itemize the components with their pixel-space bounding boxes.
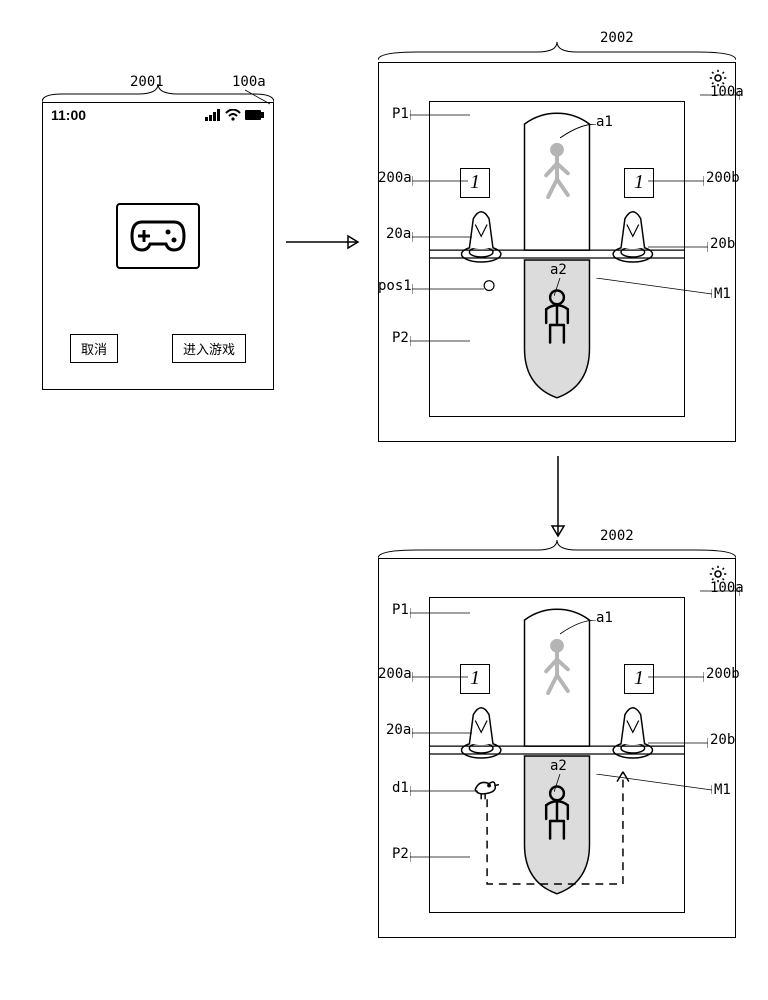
lead-M1-top: [596, 278, 712, 298]
lead-100a-left: [242, 88, 282, 108]
lbl-d1: d1: [392, 780, 409, 796]
signal-icon: [205, 109, 221, 121]
lbl-a2-bot: a2: [550, 758, 567, 774]
wifi-icon: [225, 109, 241, 121]
lead-200a-bot: [412, 672, 468, 682]
lbl-a1-bot: a1: [596, 610, 613, 626]
play-area-bottom: 1 1: [429, 597, 685, 913]
lbl-20a-bot: 20a: [386, 722, 411, 738]
lead-a2-top: [554, 278, 568, 296]
battery-icon: [245, 109, 265, 121]
brace-2002-bot: [378, 540, 736, 558]
lbl-P2-bot: P2: [392, 846, 409, 862]
lead-a2-bot: [554, 774, 568, 792]
lead-P2-top: [410, 336, 470, 346]
enter-game-button[interactable]: 进入游戏: [172, 334, 246, 363]
lbl-pos1: pos1: [378, 278, 412, 294]
lead-20a-top: [412, 232, 472, 242]
lbl-200a-top: 200a: [378, 170, 412, 186]
gamepad-icon: [130, 216, 186, 256]
lbl-a1-top: a1: [596, 114, 613, 130]
lbl-M1-bot: M1: [714, 782, 731, 798]
lbl-200b-bot: 200b: [706, 666, 740, 682]
lead-200a-top: [412, 176, 468, 186]
lbl-M1-top: M1: [714, 286, 731, 302]
lbl-200b-top: 200b: [706, 170, 740, 186]
diagram-stage: 2001 11:00: [20, 20, 748, 980]
lead-pos1: [412, 284, 484, 294]
lead-P2-bot: [410, 852, 470, 862]
lbl-20a-top: 20a: [386, 226, 411, 242]
lead-P1-top: [410, 110, 470, 120]
lead-200b-top: [648, 176, 704, 186]
game-app-icon[interactable]: [116, 203, 200, 269]
status-icons: [205, 109, 265, 121]
play-svg-top: [430, 102, 684, 416]
flow-arrow-1: [282, 230, 370, 254]
lead-20b-top: [648, 242, 708, 252]
lbl-P2-top: P2: [392, 330, 409, 346]
flow-arrow-2: [546, 452, 570, 548]
play-svg-bot: [430, 598, 684, 912]
lbl-20b-top: 20b: [710, 236, 735, 252]
lead-P1-bot: [410, 608, 470, 618]
lead-d1: [410, 786, 478, 796]
phone-launch: 11:00: [42, 102, 274, 390]
lead-100a-bot: [700, 586, 740, 596]
lbl-a2-top: a2: [550, 262, 567, 278]
cancel-button[interactable]: 取消: [70, 334, 118, 363]
lbl-200a-bot: 200a: [378, 666, 412, 682]
launch-buttons: 取消 进入游戏: [43, 334, 273, 363]
lead-M1-bot: [596, 774, 712, 794]
play-area-top: 1 1: [429, 101, 685, 417]
lead-a1-top: [560, 124, 596, 140]
clock: 11:00: [51, 107, 86, 123]
lead-a1-bot: [560, 620, 596, 636]
status-bar: 11:00: [43, 103, 273, 127]
lbl-P1-top: P1: [392, 106, 409, 122]
lead-200b-bot: [648, 672, 704, 682]
lead-20b-bot: [648, 738, 708, 748]
lead-100a-top: [700, 90, 740, 100]
lbl-P1-bot: P1: [392, 602, 409, 618]
lbl-20b-bot: 20b: [710, 732, 735, 748]
brace-2002-top: [378, 42, 736, 60]
lead-20a-bot: [412, 728, 472, 738]
